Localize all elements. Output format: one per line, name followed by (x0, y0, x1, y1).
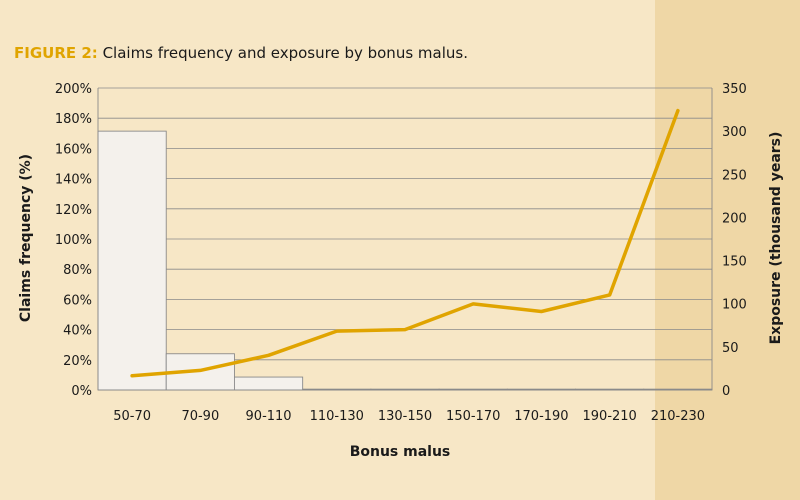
right-axis-ticks: 0 50 100 150 200 250 300 350 (722, 82, 747, 399)
figure-title: FIGURE 2: Claims frequency and exposure … (14, 44, 468, 62)
right-tick-label: 350 (722, 82, 747, 97)
left-tick-label: 0% (71, 384, 92, 399)
left-tick-label: 80% (63, 263, 92, 278)
left-axis-ticks: 0% 20% 40% 60% 80% 100% 120% 140% 160% 180% 200% (55, 82, 92, 399)
highlight-column-background (655, 0, 800, 500)
left-tick-label: 20% (63, 354, 92, 369)
x-tick-label: 150-170 (446, 409, 500, 424)
left-tick-label: 120% (55, 203, 92, 218)
left-tick-label: 140% (55, 173, 92, 188)
right-tick-label: 50 (722, 341, 739, 356)
left-tick-label: 60% (63, 293, 92, 308)
exposure-bar (233, 376, 304, 391)
right-tick-label: 250 (722, 168, 747, 183)
right-tick-label: 200 (722, 211, 747, 226)
exposure-bars (97, 130, 713, 391)
x-axis-ticks: 50-70 70-90 90-110 110-130 130-150 150-170 170… (113, 409, 705, 424)
x-tick-label: 190-210 (583, 409, 637, 424)
right-tick-label: 300 (722, 125, 747, 140)
left-tick-label: 100% (55, 233, 92, 248)
right-tick-label: 100 (722, 298, 747, 313)
left-tick-label: 180% (55, 112, 92, 127)
right-tick-label: 0 (722, 384, 730, 399)
axes (97, 88, 713, 391)
left-tick-label: 40% (63, 324, 92, 339)
claims-frequency-polyline (130, 108, 680, 378)
x-axis-title: Bonus malus (350, 444, 451, 460)
figure-caption: Claims frequency and exposure by bonus m… (102, 44, 468, 62)
x-tick-label: 90-110 (246, 409, 292, 424)
left-tick-label: 160% (55, 142, 92, 157)
figure-label: FIGURE 2: (14, 44, 98, 62)
claims-frequency-line (130, 108, 680, 378)
left-axis-title: Claims frequency (%) (18, 154, 34, 322)
x-tick-label: 50-70 (113, 409, 151, 424)
x-tick-label: 130-150 (378, 409, 432, 424)
grid-lines (98, 87, 712, 361)
x-tick-label: 170-190 (514, 409, 568, 424)
right-tick-label: 150 (722, 255, 747, 270)
x-tick-label: 210-230 (651, 409, 705, 424)
right-axis-title: Exposure (thousand years) (768, 132, 784, 345)
x-tick-label: 110-130 (310, 409, 364, 424)
left-tick-label: 200% (55, 82, 92, 97)
x-tick-label: 70-90 (181, 409, 219, 424)
exposure-bar (97, 130, 167, 391)
